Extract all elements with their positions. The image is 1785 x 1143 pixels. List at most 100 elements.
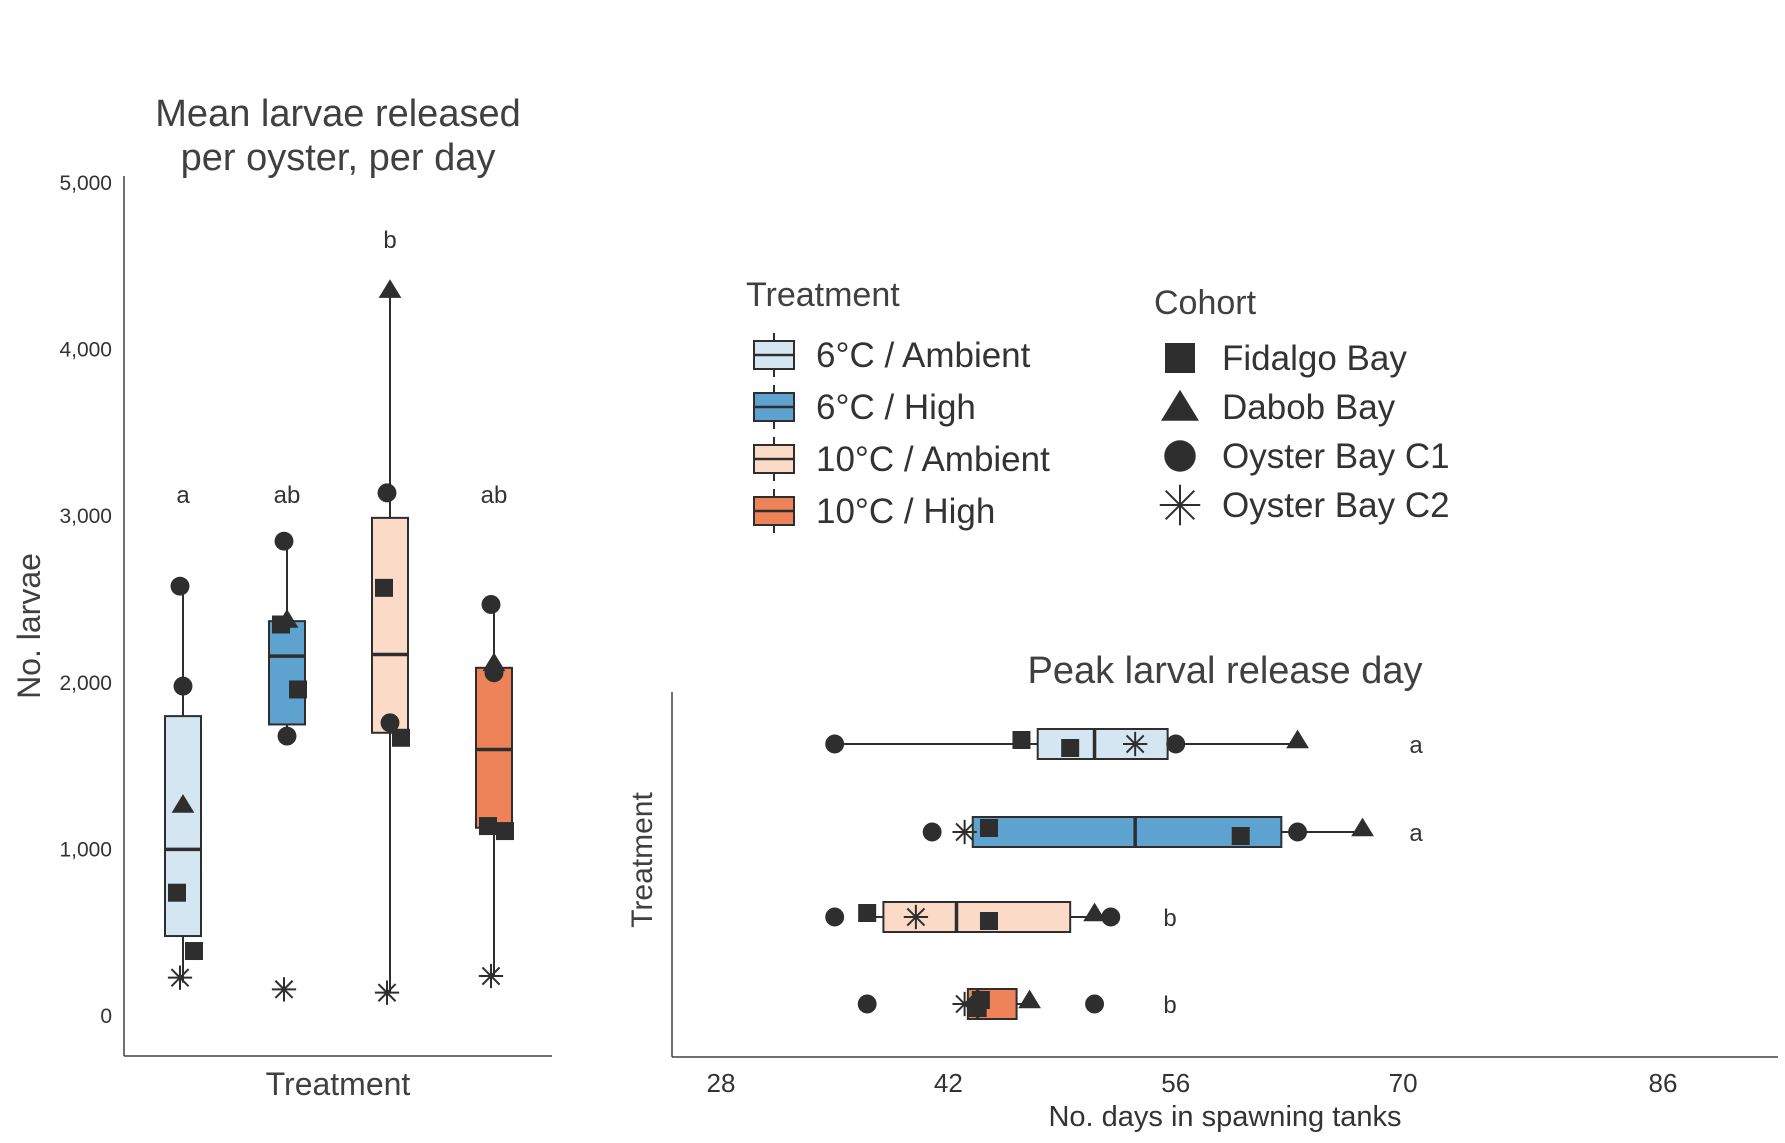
- legend-treatment-10C_high: 10°C / High: [753, 489, 995, 533]
- larvae-y-tick-label: 3,000: [59, 505, 112, 528]
- peak-point-circle: [922, 822, 942, 842]
- larvae-point-circle: [274, 531, 294, 551]
- peak-point-square: [1012, 731, 1031, 749]
- larvae-significance-letter: ab: [274, 482, 301, 509]
- larvae-significance-letter: b: [383, 227, 396, 254]
- larvae-y-tick-label: 1,000: [59, 838, 112, 861]
- larvae-point-circle: [173, 676, 193, 696]
- peak-point-triangle: [1018, 989, 1041, 1009]
- peak-point-square: [979, 819, 998, 837]
- peak-point-circle: [1085, 994, 1105, 1014]
- larvae-box-6C_high: ab: [268, 482, 307, 1002]
- legend-cohort-label: Oyster Bay C1: [1222, 437, 1450, 476]
- peak-significance-letter: a: [1409, 732, 1423, 759]
- peak-point-square: [979, 912, 998, 930]
- peak-point-circle: [825, 734, 845, 754]
- larvae-point-square: [375, 578, 393, 597]
- larvae-box-10C_ambient: b: [371, 227, 410, 1005]
- legend-treatment-title: Treatment: [746, 276, 900, 314]
- peak-point-triangle: [1083, 902, 1106, 922]
- legend-cohort-square: Fidalgo Bay: [1165, 339, 1407, 378]
- larvae-significance-letter: a: [176, 482, 190, 509]
- larvae-point-square: [479, 817, 497, 836]
- larvae-panel: Mean larvae released per oyster, per day…: [11, 93, 552, 1102]
- peak-x-tick-label: 28: [707, 1068, 736, 1098]
- larvae-y-tick-label: 5,000: [59, 172, 112, 195]
- larvae-point-triangle: [378, 279, 402, 298]
- larvae-point-circle: [481, 595, 501, 614]
- peak-significance-letter: a: [1409, 820, 1423, 847]
- peak-x-ticks: 28 42 56 70 86: [707, 1068, 1678, 1098]
- peak-point-asterisk-stroke: [906, 907, 926, 927]
- larvae-y-axis-label: No. larvae: [11, 553, 47, 699]
- peak-box-10C_ambient: b: [825, 901, 1177, 933]
- legend-treatment-items: 6°C / Ambient 6°C / High 10°C / Ambient 10°…: [753, 333, 1050, 533]
- legend-cohort-label: Fidalgo Bay: [1222, 339, 1407, 378]
- legend-treatment-label: 6°C / High: [816, 388, 976, 427]
- larvae-point-asterisk: [167, 965, 193, 990]
- peak-point-square: [968, 999, 987, 1017]
- larvae-point-square: [496, 822, 514, 841]
- peak-box-10C_high: b: [857, 988, 1177, 1020]
- peak-point-asterisk-stroke: [955, 994, 974, 1014]
- legend-cohort-title: Cohort: [1154, 284, 1257, 322]
- legend-treatment-label: 10°C / Ambient: [816, 440, 1050, 479]
- peak-point-square: [1231, 827, 1250, 845]
- legend-treatment-6C_ambient: 6°C / Ambient: [753, 333, 1031, 377]
- legend-treatment-10C_ambient: 10°C / Ambient: [753, 437, 1050, 481]
- larvae-point-square: [289, 680, 307, 699]
- larvae-x-axis-label: Treatment: [266, 1066, 411, 1102]
- larvae-point-circle: [484, 663, 504, 683]
- peak-x-tick-label: 70: [1389, 1068, 1418, 1098]
- legend-cohort-circle: Oyster Bay C1: [1164, 437, 1450, 476]
- peak-point-asterisk: [903, 904, 929, 930]
- peak-boxes: a a b b: [825, 728, 1423, 1020]
- larvae-point-square: [185, 942, 203, 961]
- larvae-point-triangle: [275, 609, 299, 628]
- larvae-title-line-1: Mean larvae released: [155, 93, 520, 135]
- legend-cohort-triangle: Dabob Bay: [1161, 388, 1396, 427]
- peak-point-circle: [1166, 734, 1186, 754]
- larvae-point-circle: [377, 483, 397, 503]
- larvae-box-6C_ambient: a: [164, 482, 203, 990]
- legend-cohort-label: Oyster Bay C2: [1222, 486, 1450, 525]
- peak-title: Peak larval release day: [1028, 650, 1423, 692]
- larvae-point-circle: [380, 713, 400, 733]
- peak-point-asterisk-stroke: [955, 822, 974, 842]
- peak-significance-letter: b: [1163, 992, 1176, 1019]
- larvae-point-asterisk-stroke: [377, 983, 397, 1002]
- larvae-y-tick-label: 2,000: [59, 672, 112, 695]
- peak-point-circle: [825, 907, 845, 927]
- larvae-boxes: a ab b ab: [164, 227, 514, 1005]
- peak-point-circle: [1288, 822, 1308, 842]
- legend-cohort-asterisk-icon: [1159, 484, 1201, 526]
- peak-box-6C_high: a: [922, 816, 1423, 848]
- larvae-point-asterisk-stroke: [274, 980, 294, 999]
- legend-cohort-circle-icon: [1164, 440, 1196, 472]
- larvae-point-asterisk-stroke: [170, 968, 190, 987]
- legend-treatment-6C_high: 6°C / High: [753, 385, 976, 429]
- larvae-box-rect: [268, 620, 306, 726]
- larvae-box-rect: [371, 516, 409, 734]
- larvae-point-asterisk: [374, 980, 400, 1005]
- larvae-significance-letter: ab: [481, 482, 508, 509]
- larvae-y-tick-label: 0: [100, 1005, 112, 1028]
- larvae-point-asterisk: [478, 963, 504, 989]
- larvae-point-asterisk: [271, 977, 297, 1002]
- legend-cohort-asterisk-icon-stroke: [1164, 489, 1196, 521]
- larvae-y-tick-label: 4,000: [59, 339, 112, 362]
- peak-significance-letter: b: [1163, 905, 1176, 932]
- peak-point-square: [858, 904, 877, 922]
- peak-point-triangle: [1286, 729, 1309, 749]
- legend-cohort-items: Fidalgo Bay Dabob Bay Oyster Bay C1 Oyster …: [1159, 339, 1450, 526]
- larvae-point-square: [392, 728, 410, 747]
- peak-point-circle: [1101, 907, 1121, 927]
- peak-point-asterisk-stroke: [1125, 734, 1145, 754]
- peak-x-tick-label: 42: [934, 1068, 963, 1098]
- peak-release-panel: Peak larval release day Treatment No. da…: [626, 650, 1778, 1133]
- peak-box-6C_ambient: a: [825, 728, 1423, 760]
- legend-cohort-label: Dabob Bay: [1222, 388, 1396, 427]
- larvae-point-square: [168, 883, 186, 902]
- peak-x-tick-label: 56: [1161, 1068, 1190, 1098]
